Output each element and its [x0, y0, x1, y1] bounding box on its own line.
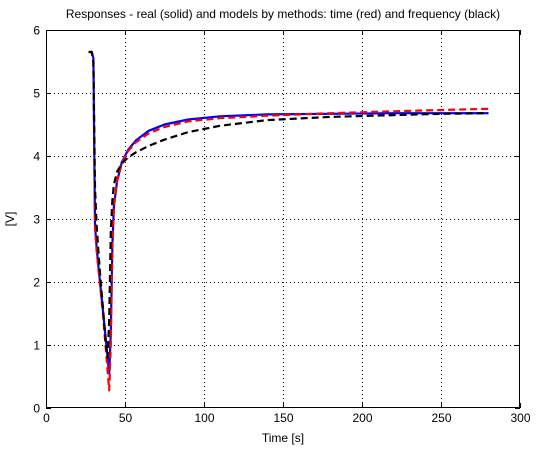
series-line-3 — [88, 50, 489, 359]
y-tick-label: 1 — [33, 339, 40, 353]
x-tick-label: 200 — [352, 411, 372, 425]
y-axis-label: [V] — [3, 212, 17, 227]
x-tick-label: 0 — [43, 411, 50, 425]
y-tick-label: 2 — [33, 276, 40, 290]
x-tick-label: 300 — [510, 411, 530, 425]
ticks: 0 50 100 150 200 250 300 0 1 2 3 4 5 6 — [33, 24, 531, 426]
chart-title: Responses - real (solid) and models by m… — [66, 7, 500, 21]
y-tick-label: 4 — [33, 150, 40, 164]
x-tick-label: 150 — [273, 411, 293, 425]
x-tick-label: 50 — [119, 411, 133, 425]
x-tick-label: 250 — [431, 411, 451, 425]
grid — [46, 30, 520, 408]
series-layer — [88, 50, 489, 392]
series-line-2 — [88, 50, 489, 392]
y-tick-label: 0 — [33, 402, 40, 416]
y-tick-label: 5 — [33, 87, 40, 101]
x-tick-label: 100 — [194, 411, 214, 425]
y-tick-label: 6 — [33, 24, 40, 38]
x-axis-label: Time [s] — [262, 431, 304, 445]
y-tick-label: 3 — [33, 213, 40, 227]
